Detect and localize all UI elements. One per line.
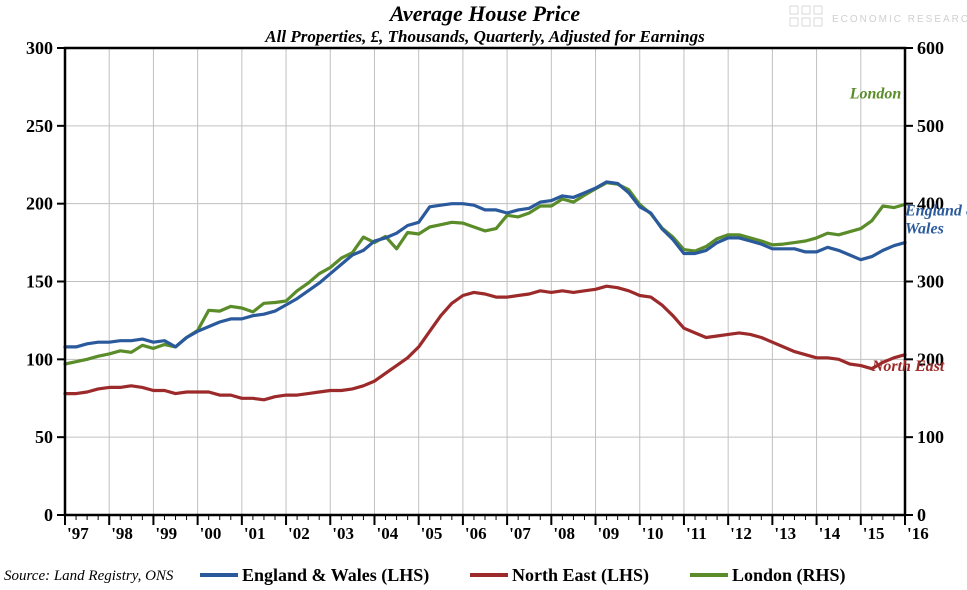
- right-tick-100: 100: [917, 427, 944, 447]
- legend-england_wales: England & Wales (LHS): [242, 565, 429, 586]
- x-tick-'01: '01: [244, 524, 266, 543]
- left-tick-50: 50: [35, 427, 53, 447]
- right-tick-500: 500: [917, 116, 944, 136]
- x-tick-'04: '04: [376, 524, 398, 543]
- gridlines: [65, 48, 905, 515]
- x-tick-'10: '10: [642, 524, 664, 543]
- x-tick-'16: '16: [907, 524, 929, 543]
- left-tick-250: 250: [26, 116, 53, 136]
- x-tick-'07: '07: [509, 524, 531, 543]
- house-price-chart: ECONOMIC RESEARCH COUNCIL Average House P…: [0, 0, 967, 590]
- x-tick-'12: '12: [730, 524, 752, 543]
- chart-container: ECONOMIC RESEARCH COUNCIL Average House P…: [0, 0, 967, 590]
- x-tick-'02: '02: [288, 524, 310, 543]
- left-tick-200: 200: [26, 194, 53, 214]
- x-tick-'15: '15: [863, 524, 885, 543]
- source-text: Source: Land Registry, ONS: [4, 568, 174, 584]
- series-england_wales: [65, 182, 905, 347]
- svg-text:ECONOMIC RESEARCH COUNCIL: ECONOMIC RESEARCH COUNCIL: [832, 14, 967, 25]
- x-tick-'06: '06: [465, 524, 487, 543]
- watermark: ECONOMIC RESEARCH COUNCIL: [790, 6, 967, 26]
- x-tick-'00: '00: [200, 524, 222, 543]
- label-north_east: North East: [871, 358, 945, 375]
- legend-london: London (RHS): [732, 565, 846, 586]
- chart-title: Average House Price: [388, 1, 580, 26]
- x-tick-'03: '03: [332, 524, 354, 543]
- x-tick-'08: '08: [553, 524, 575, 543]
- label-england_wales: England &: [904, 202, 967, 219]
- series-north_east: [65, 286, 905, 400]
- right-tick-300: 300: [917, 272, 944, 292]
- left-tick-0: 0: [44, 505, 53, 525]
- x-tick-'11: '11: [686, 524, 707, 543]
- right-tick-600: 600: [917, 38, 944, 58]
- x-tick-'09: '09: [598, 524, 620, 543]
- x-tick-'98: '98: [111, 524, 133, 543]
- legend: England & Wales (LHS) North East (LHS) Lon…: [200, 565, 846, 586]
- label-london: London: [849, 86, 902, 103]
- legend-north_east: North East (LHS): [512, 565, 649, 586]
- left-tick-150: 150: [26, 272, 53, 292]
- x-tick-'14: '14: [819, 524, 841, 543]
- left-tick-300: 300: [26, 38, 53, 58]
- x-tick-'05: '05: [421, 524, 443, 543]
- x-tick-'99: '99: [155, 524, 177, 543]
- label-england_wales: Wales: [905, 220, 944, 237]
- right-tick-0: 0: [917, 505, 926, 525]
- x-tick-'97: '97: [67, 524, 89, 543]
- x-tick-'13: '13: [774, 524, 796, 543]
- chart-subtitle: All Properties, £, Thousands, Quarterly,…: [264, 27, 705, 46]
- left-tick-100: 100: [26, 349, 53, 369]
